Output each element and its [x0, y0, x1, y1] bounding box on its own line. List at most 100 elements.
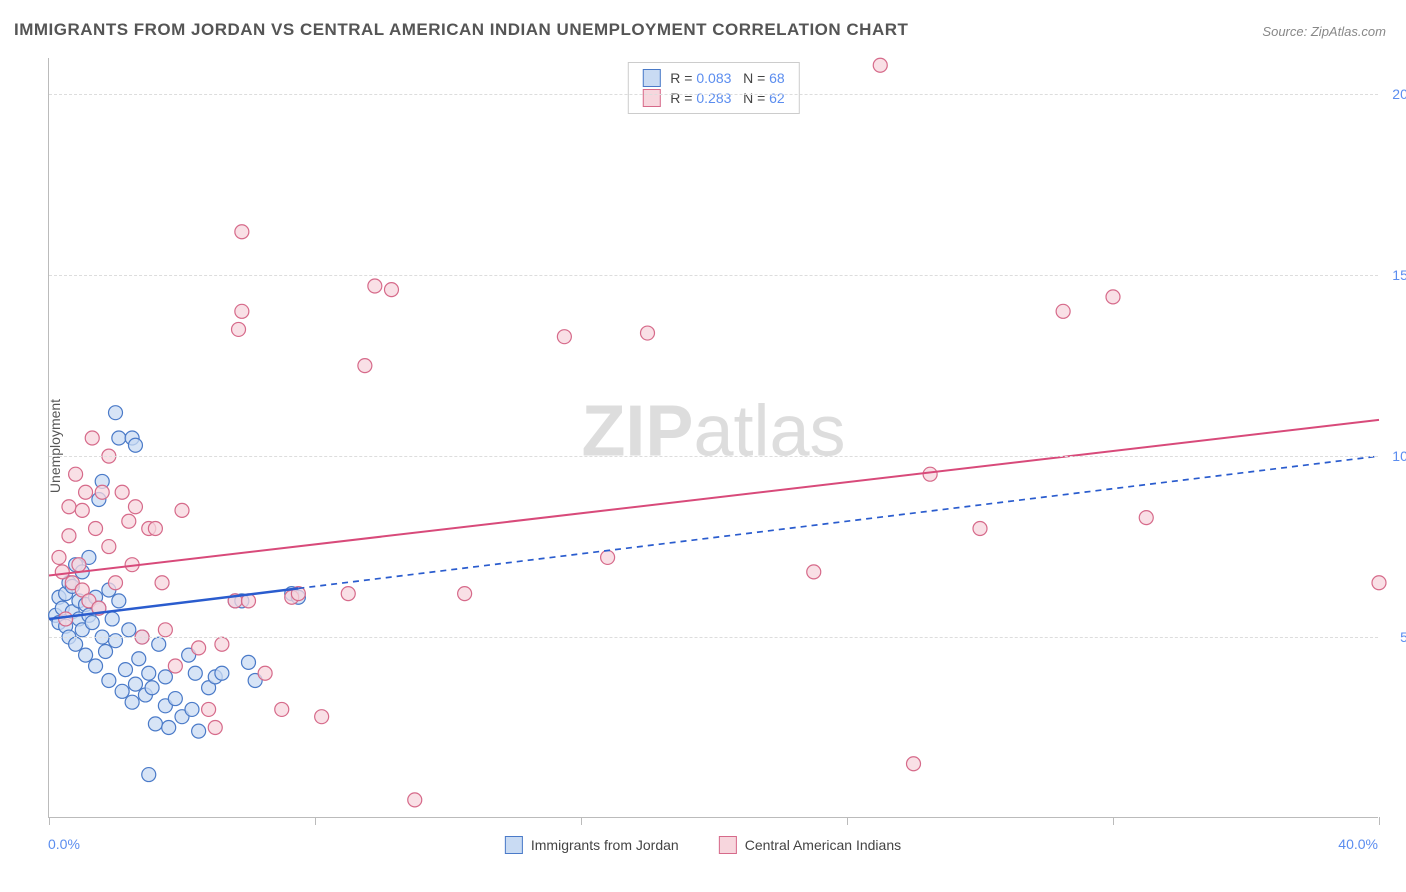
scatter-point: [102, 540, 116, 554]
scatter-point: [112, 594, 126, 608]
scatter-point: [55, 565, 69, 579]
scatter-point: [85, 431, 99, 445]
trend-line-dashed: [298, 456, 1379, 588]
scatter-point: [188, 666, 202, 680]
scatter-point: [923, 467, 937, 481]
scatter-point: [109, 576, 123, 590]
scatter-point: [102, 673, 116, 687]
scatter-point: [52, 550, 66, 564]
legend-swatch-icon: [505, 836, 523, 854]
x-tick: [847, 817, 848, 825]
scatter-point: [152, 637, 166, 651]
scatter-point: [641, 326, 655, 340]
gridline: [49, 275, 1378, 276]
scatter-point: [89, 659, 103, 673]
scatter-point: [1106, 290, 1120, 304]
x-axis-min-label: 0.0%: [48, 836, 80, 852]
legend-swatch-icon: [642, 89, 660, 107]
scatter-point: [275, 702, 289, 716]
legend-item: Central American Indians: [719, 836, 901, 854]
x-axis-max-label: 40.0%: [1338, 836, 1378, 852]
scatter-point: [162, 721, 176, 735]
scatter-point: [132, 652, 146, 666]
x-tick: [315, 817, 316, 825]
scatter-svg: [49, 58, 1378, 817]
scatter-point: [873, 58, 887, 72]
scatter-point: [202, 702, 216, 716]
scatter-point: [148, 717, 162, 731]
correlation-stats-box: R = 0.083 N = 68 R = 0.283 N = 62: [627, 62, 799, 114]
scatter-point: [368, 279, 382, 293]
scatter-point: [85, 616, 99, 630]
trend-line: [49, 420, 1379, 576]
scatter-point: [115, 684, 129, 698]
scatter-point: [168, 692, 182, 706]
scatter-point: [208, 721, 222, 735]
scatter-point: [122, 623, 136, 637]
x-tick: [49, 817, 50, 825]
stat-text: R = 0.283 N = 62: [670, 90, 784, 106]
scatter-point: [145, 681, 159, 695]
scatter-point: [115, 485, 129, 499]
scatter-point: [168, 659, 182, 673]
scatter-point: [72, 558, 86, 572]
scatter-point: [99, 645, 113, 659]
gridline: [49, 637, 1378, 638]
scatter-point: [59, 612, 73, 626]
scatter-point: [315, 710, 329, 724]
legend-label: Central American Indians: [745, 837, 901, 853]
legend-label: Immigrants from Jordan: [531, 837, 679, 853]
scatter-point: [232, 322, 246, 336]
y-tick-label: 15.0%: [1392, 267, 1406, 283]
scatter-point: [235, 304, 249, 318]
scatter-point: [95, 485, 109, 499]
gridline: [49, 456, 1378, 457]
x-tick: [1113, 817, 1114, 825]
scatter-point: [384, 283, 398, 297]
source-prefix: Source:: [1262, 24, 1307, 39]
stat-row: R = 0.083 N = 68: [642, 69, 784, 87]
chart-container: IMMIGRANTS FROM JORDAN VS CENTRAL AMERIC…: [0, 0, 1406, 892]
scatter-point: [907, 757, 921, 771]
scatter-point: [1139, 511, 1153, 525]
scatter-point: [155, 576, 169, 590]
scatter-point: [109, 634, 123, 648]
y-tick-label: 10.0%: [1392, 448, 1406, 464]
scatter-point: [175, 503, 189, 517]
scatter-point: [557, 330, 571, 344]
scatter-point: [807, 565, 821, 579]
x-tick: [581, 817, 582, 825]
gridline: [49, 94, 1378, 95]
scatter-point: [601, 550, 615, 564]
scatter-point: [142, 666, 156, 680]
scatter-point: [235, 225, 249, 239]
stat-row: R = 0.283 N = 62: [642, 89, 784, 107]
scatter-point: [215, 666, 229, 680]
scatter-point: [158, 670, 172, 684]
scatter-point: [341, 587, 355, 601]
scatter-point: [358, 359, 372, 373]
scatter-point: [973, 521, 987, 535]
y-tick-label: 5.0%: [1400, 629, 1406, 645]
scatter-point: [128, 438, 142, 452]
scatter-point: [128, 500, 142, 514]
scatter-point: [79, 648, 93, 662]
scatter-point: [258, 666, 272, 680]
chart-title: IMMIGRANTS FROM JORDAN VS CENTRAL AMERIC…: [14, 20, 908, 40]
scatter-point: [1372, 576, 1386, 590]
scatter-point: [89, 521, 103, 535]
scatter-point: [215, 637, 229, 651]
scatter-point: [458, 587, 472, 601]
scatter-point: [185, 702, 199, 716]
scatter-point: [242, 655, 256, 669]
scatter-point: [1056, 304, 1070, 318]
scatter-point: [69, 637, 83, 651]
scatter-point: [125, 695, 139, 709]
scatter-point: [148, 521, 162, 535]
scatter-point: [75, 503, 89, 517]
scatter-point: [62, 500, 76, 514]
scatter-point: [69, 467, 83, 481]
source-credit: Source: ZipAtlas.com: [1262, 24, 1386, 39]
scatter-point: [142, 768, 156, 782]
source-name: ZipAtlas.com: [1311, 24, 1386, 39]
